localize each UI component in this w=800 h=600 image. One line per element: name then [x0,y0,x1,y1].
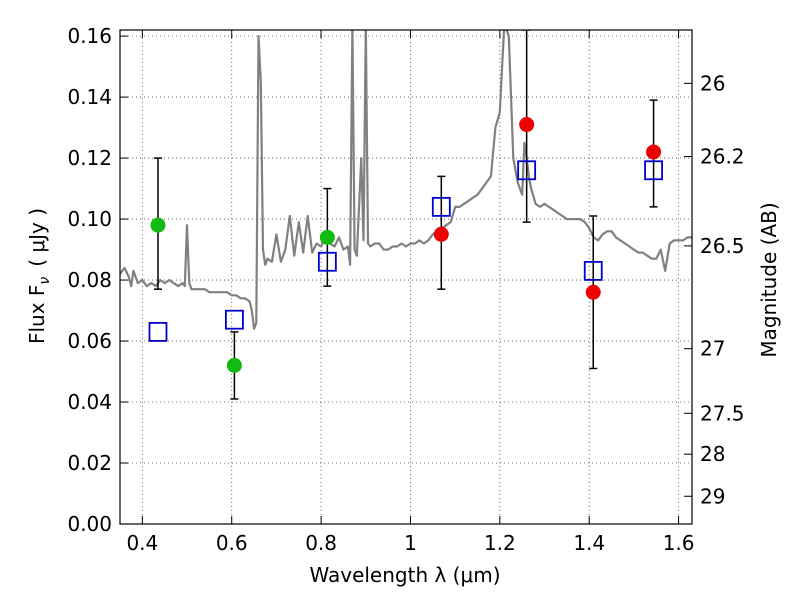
magnitude-tick-label: 26 [700,71,725,95]
plot-area [120,30,692,400]
magnitude-tick-label: 26.2 [700,145,745,169]
x-tick-label: 1.6 [663,531,695,555]
model-point-square [644,160,663,181]
data-point-circle [150,217,166,233]
y-tick-label: 0.10 [67,207,112,231]
right-axis-title: Magnitude (AB) [757,202,781,357]
spectrum-line [120,30,692,330]
data-point-circle [226,357,242,373]
magnitude-tick-label: 28 [700,442,725,466]
data-point-circle [319,229,335,245]
model-point-square [224,309,244,330]
data-point-circle [433,226,449,242]
y-axis-title-main: Flux F [25,285,49,344]
axes: 0.4 0.6 0.8 1 1.2 1.4 1.6 0.00 0.02 0.04 0.06 0.08 0… [67,24,744,555]
grid-lines [120,30,692,525]
y-tick-label: 0.14 [67,85,112,109]
plot-frame [119,29,693,525]
model-point-square [317,251,337,272]
x-tick-label: 0.8 [305,531,337,555]
x-axis-title: Wavelength λ (μm) [309,563,500,587]
magnitude-tick-label: 27.5 [700,401,745,425]
magnitude-tick-label: 26.5 [700,234,745,258]
y-tick-label: 0.06 [67,329,112,353]
model-point-square [148,321,168,342]
y-tick-label: 0.02 [67,451,112,475]
data-point-circle [585,284,601,300]
y-tick-label: 0.16 [67,24,112,48]
data-point-circle [519,117,535,133]
model-point-square [431,196,451,217]
x-tick-label: 0.4 [126,531,158,555]
x-tick-label: 1.2 [484,531,516,555]
y-tick-label: 0.04 [67,390,112,414]
data-point-circle [646,144,662,160]
x-tick-label: 1.4 [573,531,605,555]
x-tick-label: 0.6 [216,531,248,555]
y-tick-label: 0.12 [67,146,112,170]
y-axis-title-unit: ( μJy ) [25,208,49,267]
model-point-square [517,160,537,181]
y-axis-title-subscript: ν [37,277,53,285]
y-tick-label: 0.00 [67,512,112,536]
y-axis-title: Flux Fν ( μJy ) [25,208,53,344]
magnitude-tick-label: 29 [700,484,725,508]
model-point-square [583,261,603,281]
y-tick-label: 0.08 [67,268,112,292]
magnitude-tick-label: 27 [700,337,725,361]
x-tick-label: 1 [404,531,417,555]
